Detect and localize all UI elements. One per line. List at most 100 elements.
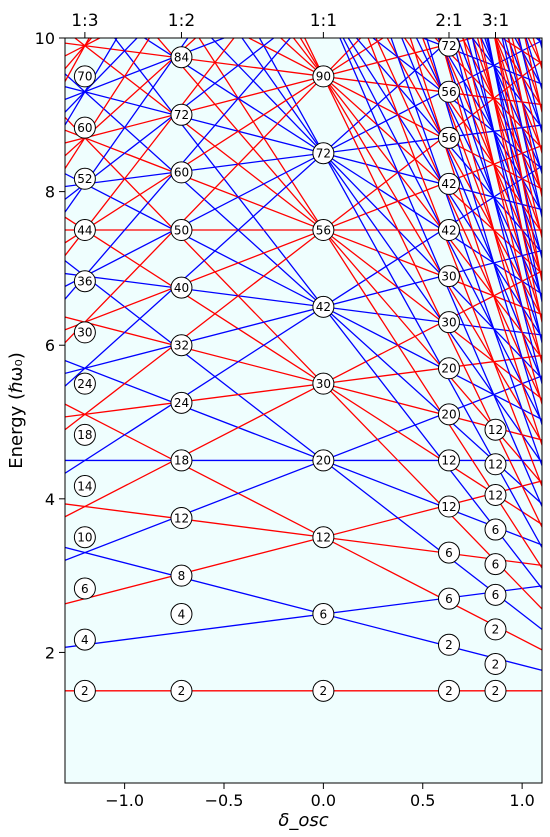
level-node-circle [437,172,460,195]
level-node-label: 30 [441,269,456,283]
level-line [484,38,542,217]
level-node: 12 [312,526,335,549]
level-node-label: 2 [492,623,500,637]
level-node-circle [312,679,335,702]
level-line [487,38,542,305]
level-node: 84 [170,46,193,69]
y-tick-label: 2 [45,643,55,662]
level-node-circle [437,38,460,57]
level-line [65,354,542,418]
level-node-label: 6 [492,588,500,602]
level-line [420,38,542,85]
level-node: 72 [437,38,460,57]
level-node-circle [73,372,96,395]
level-node-circle [484,652,507,675]
level-node-circle [484,483,507,506]
level-line [65,38,226,101]
level-node: 30 [437,265,460,288]
level-line [25,0,550,38]
level-node-circle [484,553,507,576]
level-node-circle [437,80,460,103]
level-node: 42 [437,219,460,242]
level-node-circle [484,618,507,641]
level-line [65,38,197,157]
x-tick-label: −1.0 [105,791,144,810]
top-ratio-label: 1:1 [310,11,337,31]
top-ratio-label: 1:3 [71,11,98,31]
level-node-circle [437,265,460,288]
level-node-circle [437,587,460,610]
level-line [65,124,542,188]
level-node-label: 32 [174,339,189,353]
level-node-label: 6 [492,557,500,571]
level-node-circle [437,495,460,518]
level-node: 6 [484,518,507,541]
level-line [476,38,542,282]
level-node-label: 2 [178,684,186,698]
level-node-label: 2 [445,684,453,698]
level-node-circle [312,142,335,165]
level-node: 12 [484,483,507,506]
level-line [486,38,542,261]
x-tick-label: −0.5 [205,791,244,810]
level-node: 14 [73,474,96,497]
level-node-label: 8 [178,569,186,583]
level-line [65,272,542,336]
level-line [247,38,542,190]
level-node: 2 [170,679,193,702]
level-node-label: 4 [81,633,89,647]
level-line [375,38,542,404]
level-node-label: 60 [174,166,189,180]
level-node: 24 [170,391,193,414]
level-line [422,38,542,363]
level-node-label: 44 [77,223,92,237]
y-tick-label: 8 [45,183,55,202]
level-node-circle [170,219,193,242]
level-node-label: 56 [441,85,456,99]
level-node-label: 2 [492,657,500,671]
level-node: 32 [170,334,193,357]
level-node-circle [73,116,96,139]
level-node: 52 [73,167,96,190]
y-tick-label: 4 [45,490,55,509]
y-tick-label: 6 [45,336,55,355]
level-line [480,38,542,173]
level-node-circle [437,679,460,702]
level-node-circle [312,65,335,88]
level-node: 8 [170,564,193,587]
level-line [65,85,542,211]
level-line [65,42,542,106]
level-node-label: 56 [441,131,456,145]
level-node-circle [170,276,193,299]
level-line [65,38,362,344]
level-node: 6 [312,603,335,626]
level-node-label: 30 [316,377,331,391]
level-node-circle [437,126,460,149]
level-line [292,38,542,360]
level-line [439,38,542,343]
level-node: 56 [437,80,460,103]
level-node-label: 12 [441,454,456,468]
level-line [65,129,542,316]
level-node-circle [73,474,96,497]
level-node-label: 6 [81,582,89,596]
level-node-circle [170,391,193,414]
level-node: 56 [437,126,460,149]
level-node-circle [73,167,96,190]
level-line [143,38,542,295]
level-line [471,38,542,346]
level-node-circle [73,628,96,651]
level-node: 40 [170,276,193,299]
level-line [279,38,542,275]
level-line [65,38,275,201]
level-node-label: 2 [492,684,500,698]
level-node: 20 [437,403,460,426]
level-line [342,38,542,424]
level-line [241,38,542,465]
y-tick-label: 10 [35,29,55,48]
level-line [25,0,550,38]
level-node-circle [437,449,460,472]
level-node-label: 4 [178,607,186,621]
level-node-circle [73,65,96,88]
level-node: 18 [73,423,96,446]
